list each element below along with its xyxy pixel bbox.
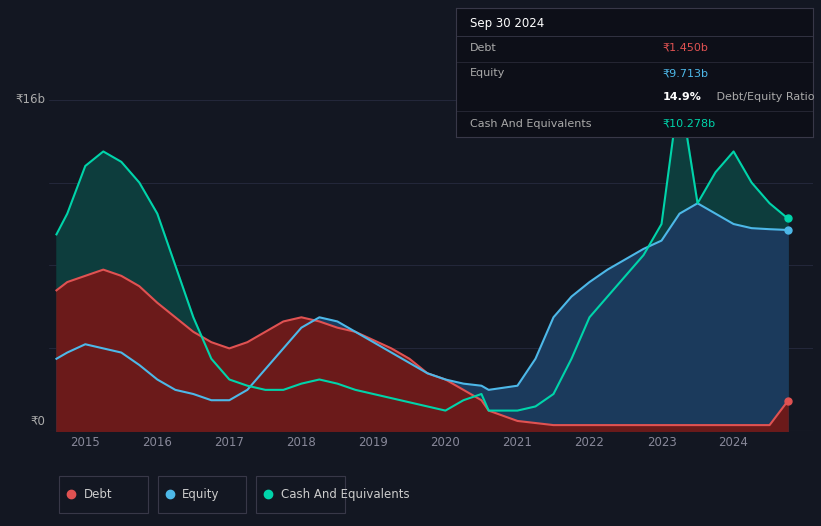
Text: Debt/Equity Ratio: Debt/Equity Ratio bbox=[713, 92, 814, 102]
Text: Sep 30 2024: Sep 30 2024 bbox=[470, 17, 544, 30]
Text: ₹9.713b: ₹9.713b bbox=[663, 68, 709, 78]
Text: Cash And Equivalents: Cash And Equivalents bbox=[470, 119, 591, 129]
Text: Cash And Equivalents: Cash And Equivalents bbox=[281, 488, 410, 501]
FancyBboxPatch shape bbox=[158, 476, 246, 513]
Text: ₹0: ₹0 bbox=[30, 415, 45, 428]
Text: ₹1.450b: ₹1.450b bbox=[663, 43, 709, 53]
Text: Debt: Debt bbox=[470, 43, 497, 53]
Text: Debt: Debt bbox=[84, 488, 112, 501]
Text: Equity: Equity bbox=[470, 68, 505, 78]
FancyBboxPatch shape bbox=[59, 476, 148, 513]
Text: Equity: Equity bbox=[182, 488, 220, 501]
Text: ₹10.278b: ₹10.278b bbox=[663, 119, 716, 129]
Text: ₹16b: ₹16b bbox=[16, 93, 45, 106]
FancyBboxPatch shape bbox=[256, 476, 345, 513]
Text: 14.9%: 14.9% bbox=[663, 92, 702, 102]
